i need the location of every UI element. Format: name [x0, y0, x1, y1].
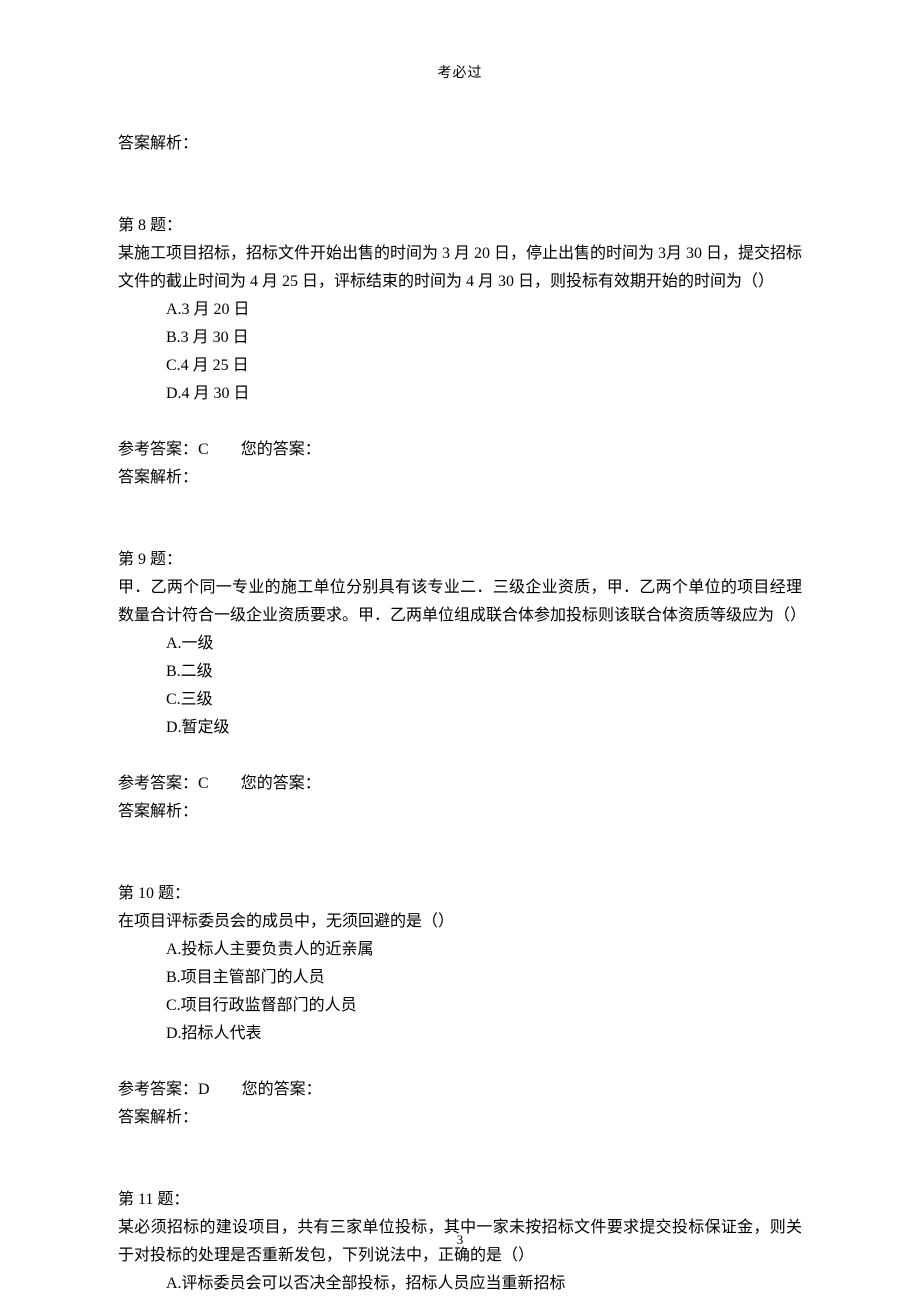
options-list: A.投标人主要负责人的近亲属 B.项目主管部门的人员 C.项目行政监督部门的人员…: [118, 936, 802, 1048]
question-8: 第 8 题： 某施工项目招标，招标文件开始出售的时间为 3 月 20 日，停止出…: [118, 212, 802, 492]
analysis-label: 答案解析：: [118, 1104, 802, 1132]
question-body: 某施工项目招标，招标文件开始出售的时间为 3 月 20 日，停止出售的时间为 3…: [118, 240, 802, 296]
option-d: D.4 月 30 日: [166, 380, 802, 408]
option-c: C.4 月 25 日: [166, 352, 802, 380]
option-b: B.项目主管部门的人员: [166, 964, 802, 992]
document-content: 答案解析： 第 8 题： 某施工项目招标，招标文件开始出售的时间为 3 月 20…: [0, 82, 920, 1298]
ref-answer-value: C: [198, 441, 209, 458]
option-a: A.一级: [166, 630, 802, 658]
your-answer-label: 您的答案：: [242, 1081, 322, 1098]
page-number: 3: [0, 1232, 920, 1248]
options-list: A.评标委员会可以否决全部投标，招标人员应当重新招标: [118, 1270, 802, 1298]
option-a: A.投标人主要负责人的近亲属: [166, 936, 802, 964]
option-d: D.暂定级: [166, 714, 802, 742]
answer-row: 参考答案：C 您的答案：: [118, 770, 802, 798]
ref-answer-value: D: [198, 1081, 210, 1098]
option-a: A.评标委员会可以否决全部投标，招标人员应当重新招标: [166, 1270, 802, 1298]
question-title: 第 10 题：: [118, 880, 802, 908]
ref-answer-label: 参考答案：: [118, 441, 198, 458]
your-answer-label: 您的答案：: [241, 775, 321, 792]
analysis-label: 答案解析：: [118, 464, 802, 492]
ref-answer-label: 参考答案：: [118, 775, 198, 792]
question-title: 第 9 题：: [118, 546, 802, 574]
question-7-tail: 答案解析：: [118, 130, 802, 158]
question-body: 甲．乙两个同一专业的施工单位分别具有该专业二．三级企业资质，甲．乙两个单位的项目…: [118, 574, 802, 630]
question-body: 在项目评标委员会的成员中，无须回避的是（）: [118, 908, 802, 936]
option-a: A.3 月 20 日: [166, 296, 802, 324]
answer-row: 参考答案：C 您的答案：: [118, 436, 802, 464]
option-d: D.招标人代表: [166, 1020, 802, 1048]
question-9: 第 9 题： 甲．乙两个同一专业的施工单位分别具有该专业二．三级企业资质，甲．乙…: [118, 546, 802, 826]
question-title: 第 11 题：: [118, 1186, 802, 1214]
answer-row: 参考答案：D 您的答案：: [118, 1076, 802, 1104]
options-list: A.一级 B.二级 C.三级 D.暂定级: [118, 630, 802, 742]
question-10: 第 10 题： 在项目评标委员会的成员中，无须回避的是（） A.投标人主要负责人…: [118, 880, 802, 1132]
analysis-label: 答案解析：: [118, 798, 802, 826]
your-answer-label: 您的答案：: [241, 441, 321, 458]
option-c: C.三级: [166, 686, 802, 714]
option-b: B.3 月 30 日: [166, 324, 802, 352]
question-title: 第 8 题：: [118, 212, 802, 240]
ref-answer-label: 参考答案：: [118, 1081, 198, 1098]
options-list: A.3 月 20 日 B.3 月 30 日 C.4 月 25 日 D.4 月 3…: [118, 296, 802, 408]
option-b: B.二级: [166, 658, 802, 686]
ref-answer-value: C: [198, 775, 209, 792]
page-header: 考必过: [0, 0, 920, 82]
analysis-label: 答案解析：: [118, 130, 802, 158]
option-c: C.项目行政监督部门的人员: [166, 992, 802, 1020]
